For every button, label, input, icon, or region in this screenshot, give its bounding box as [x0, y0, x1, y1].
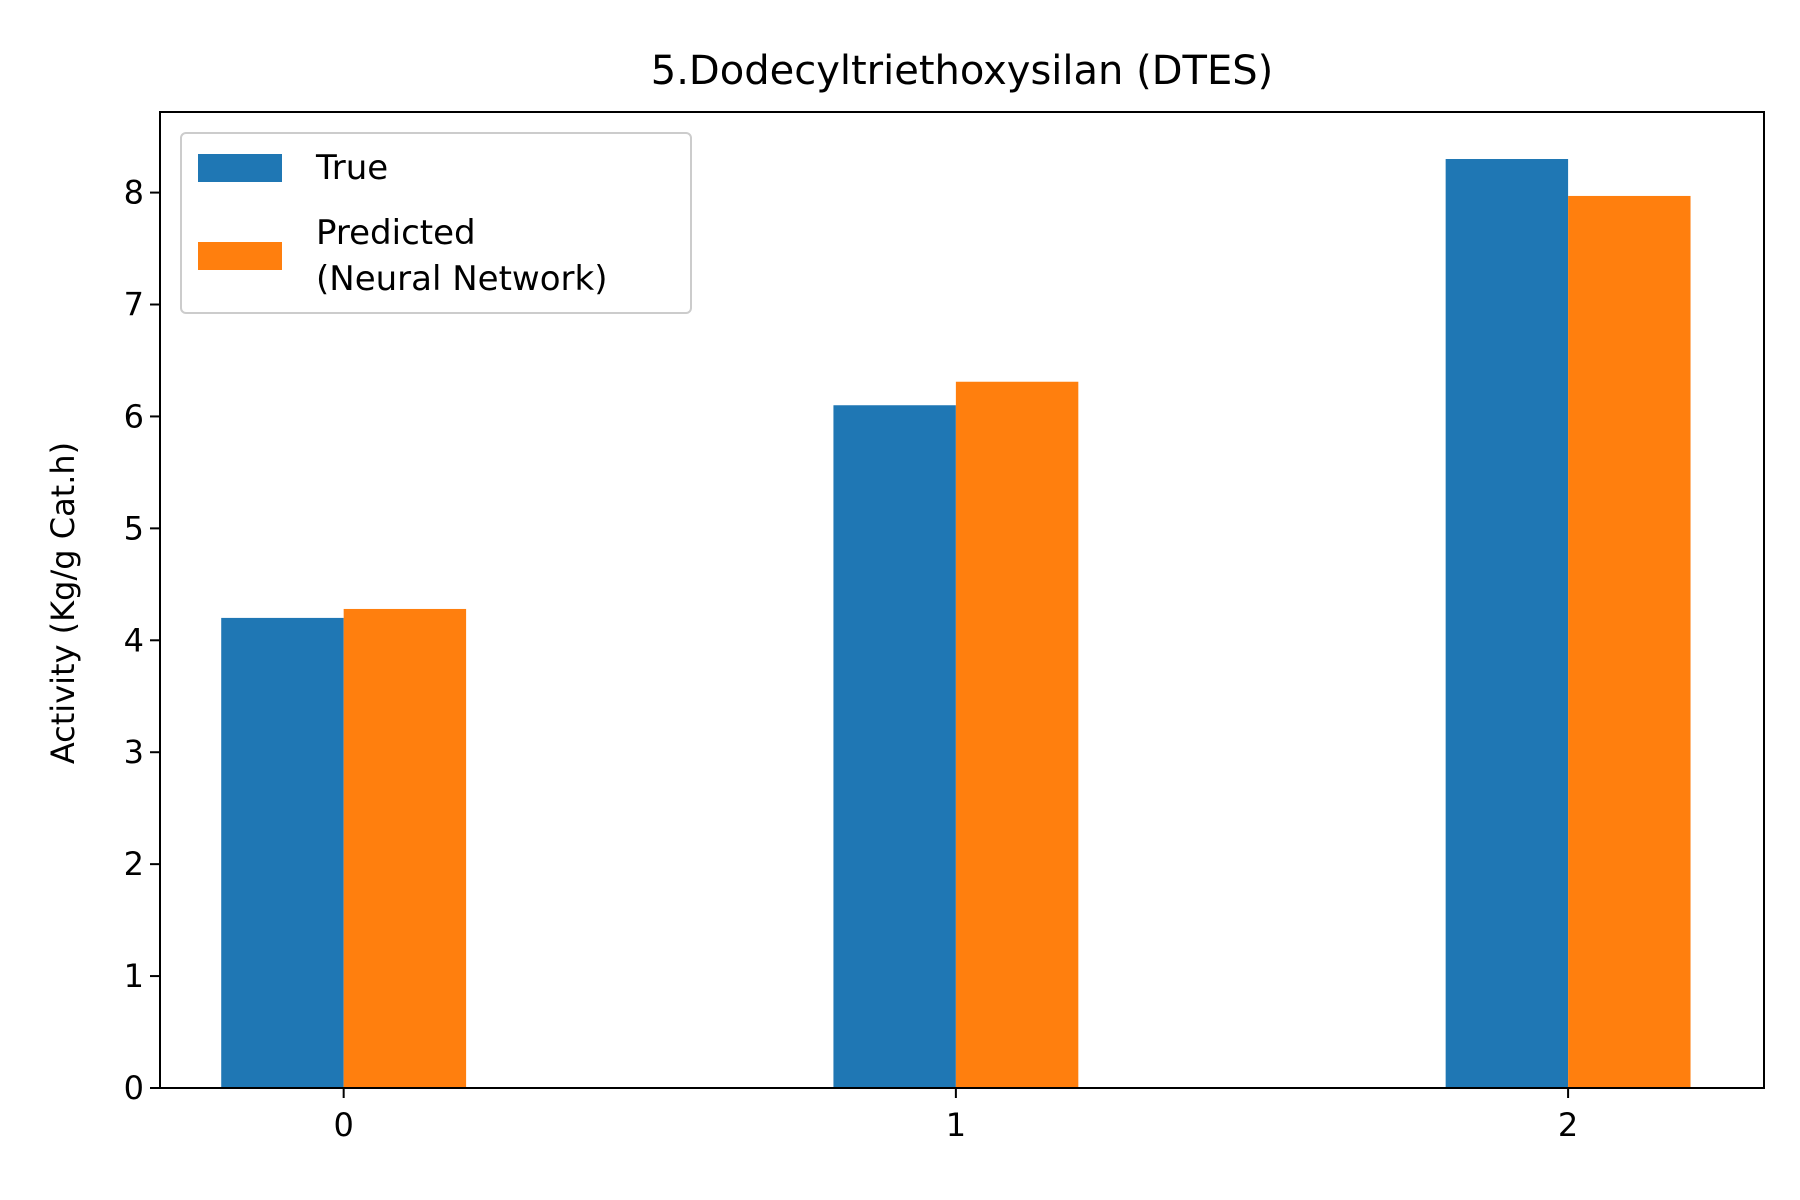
bar-series-0-cat-1: [833, 405, 956, 1089]
bar-series-0-cat-0: [221, 617, 344, 1088]
y-tick-label: 3: [124, 733, 144, 771]
bars-group: [221, 159, 1691, 1089]
bar-series-1-cat-2: [1568, 195, 1691, 1089]
legend-swatch-1: [198, 242, 282, 270]
x-axis: 0 1 2: [333, 1088, 1578, 1144]
y-axis-label: Activity (Kg/g Cat.h): [44, 442, 82, 764]
legend-label-1: Predicted (Neural Network): [316, 213, 607, 299]
y-tick-label: 5: [124, 509, 144, 547]
legend-label-0: True: [315, 148, 388, 188]
y-tick-label: 7: [124, 286, 144, 324]
legend: True Predicted (Neural Network): [180, 132, 692, 314]
bar-series-1-cat-0: [343, 608, 467, 1088]
y-tick-label: 2: [124, 845, 144, 883]
y-tick-label: 0: [124, 1069, 144, 1107]
bar-series-0-cat-2: [1445, 159, 1569, 1089]
x-tick-label: 0: [333, 1106, 353, 1144]
legend-swatch-0: [198, 154, 282, 182]
x-tick-label: 2: [1558, 1106, 1578, 1144]
y-axis: 0 1 2 3 4 5 6 7 8: [124, 174, 160, 1107]
bar-series-1-cat-1: [955, 381, 1079, 1088]
chart-title: 5.Dodecyltriethoxysilan (DTES): [651, 48, 1273, 94]
plot-frame: [159, 111, 1765, 1089]
y-tick-label: 1: [124, 957, 144, 995]
y-tick-label: 6: [124, 397, 144, 435]
y-tick-label: 8: [124, 174, 144, 212]
x-tick-label: 1: [946, 1106, 966, 1144]
legend-box: [180, 132, 692, 314]
y-tick-label: 4: [124, 621, 144, 659]
